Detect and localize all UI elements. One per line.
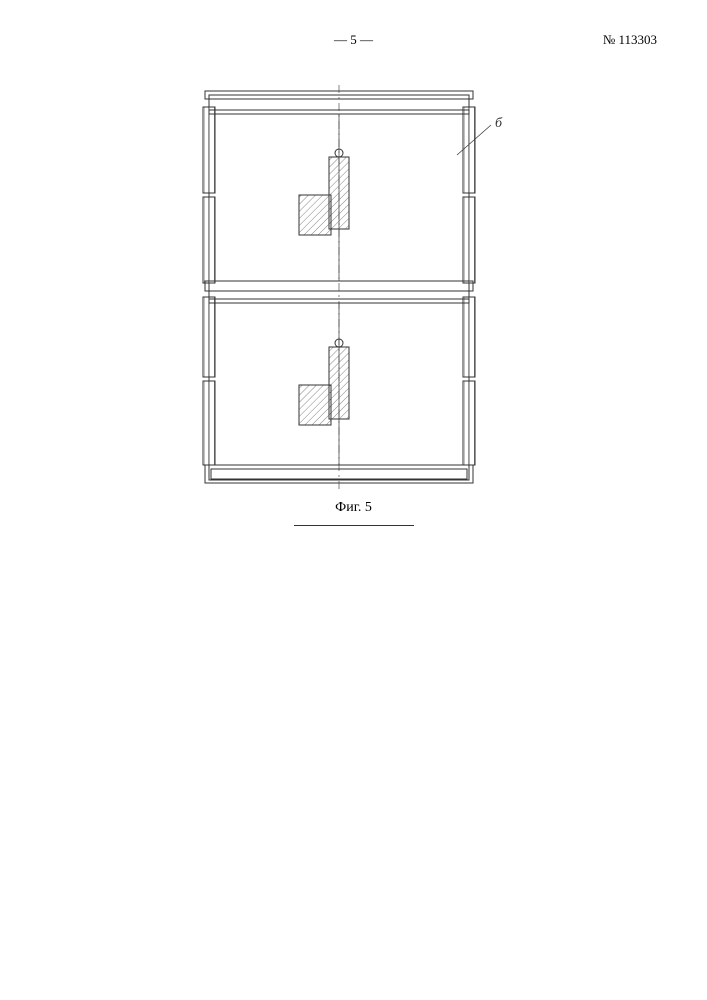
horizontal-rule bbox=[294, 525, 414, 526]
figure-svg: б bbox=[199, 85, 509, 500]
page-number: — 5 — bbox=[334, 32, 373, 48]
svg-text:б: б bbox=[495, 116, 503, 131]
figure-5: б bbox=[199, 85, 509, 505]
document-number: № 113303 bbox=[603, 32, 657, 48]
figure-caption: Фиг. 5 bbox=[335, 500, 372, 516]
